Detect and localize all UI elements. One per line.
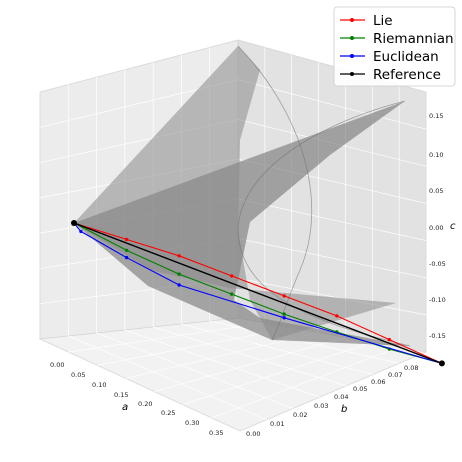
x-axis: 0.00 0.05 0.10 0.15 0.20 0.25 0.30 0.35 … bbox=[50, 361, 223, 437]
y-axis-label: b bbox=[341, 404, 347, 415]
legend-label-euclidean: Euclidean bbox=[373, 49, 439, 65]
y-tick-label: 0.01 bbox=[270, 420, 284, 428]
legend-box bbox=[333, 6, 456, 87]
grid-line bbox=[154, 337, 346, 392]
y-axis: 0.00 0.01 0.02 0.03 0.04 0.05 0.06 0.07 … bbox=[246, 364, 418, 438]
y-tick-label: 0.00 bbox=[246, 430, 260, 438]
y-tick-label: 0.04 bbox=[334, 393, 348, 401]
z-tick-label: 0.00 bbox=[429, 224, 443, 232]
series-point-lie bbox=[335, 314, 339, 318]
legend-label-lie: Lie bbox=[373, 13, 393, 29]
series-point-lie bbox=[177, 254, 181, 258]
legend-marker-reference-dot bbox=[350, 72, 354, 76]
x-tick-label: 0.05 bbox=[71, 371, 85, 379]
y-tick-label: 0.06 bbox=[371, 378, 385, 386]
grid-line bbox=[68, 335, 267, 421]
z-axis: 0.15 0.10 0.05 0.00 -0.05 -0.10 -0.15 c bbox=[429, 112, 456, 340]
series-point-lie bbox=[282, 294, 286, 298]
surface-edge-2 bbox=[237, 45, 313, 341]
y-tick-label: 0.07 bbox=[388, 371, 402, 379]
z-axis-label: c bbox=[450, 221, 456, 232]
series-point-lie bbox=[124, 237, 129, 242]
series-point-riemannian bbox=[177, 272, 181, 276]
z-tick-label: 0.10 bbox=[429, 151, 443, 159]
z-tick-label: -0.15 bbox=[429, 332, 446, 340]
legend-label-riemannian: Riemannian bbox=[373, 31, 454, 47]
grid-line bbox=[96, 332, 294, 409]
x-tick-label: 0.10 bbox=[92, 381, 106, 389]
x-tick-label: 0.30 bbox=[185, 419, 199, 427]
series-line-lie bbox=[73, 222, 443, 364]
series-point-euclidean bbox=[124, 255, 129, 260]
x-tick-label: 0.25 bbox=[161, 409, 175, 417]
grid-line bbox=[181, 323, 373, 375]
x-tick-label: 0.20 bbox=[138, 400, 152, 408]
legend-marker-riemannian-dot bbox=[350, 36, 354, 40]
series-point-reference bbox=[438, 360, 445, 367]
series-point-lie bbox=[230, 274, 234, 278]
series-point-lie bbox=[387, 337, 391, 342]
y-tick-label: 0.08 bbox=[404, 364, 418, 372]
surface-edge-1 bbox=[237, 100, 411, 347]
series-line-euclidean bbox=[73, 222, 443, 364]
series-line-reference bbox=[73, 222, 443, 365]
grid-line bbox=[237, 79, 427, 130]
grid-line bbox=[237, 277, 427, 316]
grid-line bbox=[237, 238, 427, 279]
grid-line bbox=[237, 198, 427, 241]
series-line-riemannian bbox=[73, 222, 443, 364]
grid-line bbox=[124, 329, 320, 398]
z-tick-label: 0.05 bbox=[429, 187, 443, 195]
series-point-euclidean bbox=[79, 229, 83, 234]
y-tick-label: 0.03 bbox=[314, 402, 328, 410]
grid-line bbox=[182, 341, 373, 406]
x-axis-label: a bbox=[122, 402, 128, 413]
floor-pane bbox=[38, 317, 428, 432]
series-point-riemannian bbox=[124, 248, 129, 252]
grid-line bbox=[209, 320, 400, 364]
surface-sheet-back bbox=[74, 101, 410, 346]
series-point-riemannian bbox=[230, 292, 234, 296]
legend-marker-lie-dot bbox=[350, 18, 354, 22]
series-point-riemannian bbox=[282, 312, 286, 316]
series-point-euclidean bbox=[282, 316, 286, 320]
x-tick-label: 0.35 bbox=[209, 429, 223, 437]
legend-label-reference: Reference bbox=[373, 67, 441, 83]
legend-marker-euclidean-dot bbox=[350, 54, 354, 58]
z-tick-label: -0.05 bbox=[429, 260, 446, 268]
y-tick-label: 0.05 bbox=[353, 385, 367, 393]
grid-line bbox=[153, 326, 347, 387]
z-tick-label: 0.15 bbox=[429, 112, 443, 120]
z-tick-label: -0.10 bbox=[429, 296, 446, 304]
surface bbox=[74, 45, 411, 347]
grid-line bbox=[68, 322, 265, 353]
grid-line bbox=[211, 346, 400, 419]
x-tick-label: 0.15 bbox=[114, 391, 128, 399]
surface-sheet-front bbox=[74, 46, 396, 340]
legend: Lie Riemannian Euclidean Reference bbox=[333, 6, 456, 87]
series-point-euclidean bbox=[177, 283, 181, 287]
x-tick-label: 0.00 bbox=[50, 361, 64, 369]
series-layer bbox=[71, 220, 445, 367]
y-tick-label: 0.02 bbox=[293, 411, 307, 419]
series-point-reference bbox=[71, 220, 77, 226]
